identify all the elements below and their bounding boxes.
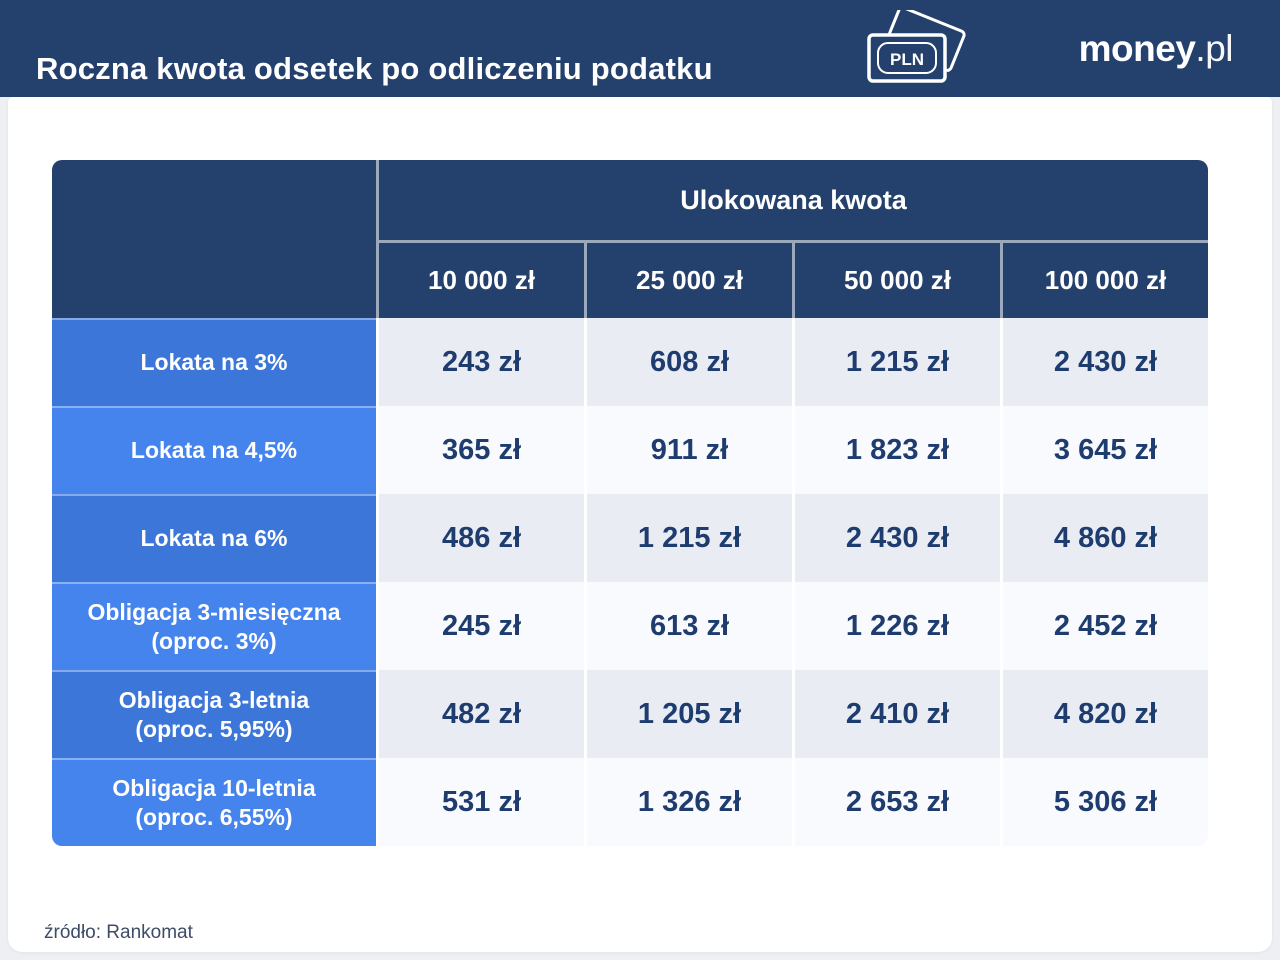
value-cell: 531 zł — [376, 758, 584, 846]
table-row: Lokata na 6% 486 zł 1 215 zł 2 430 zł 4 … — [52, 494, 1208, 582]
value-cell: 3 645 zł — [1000, 406, 1208, 494]
row-label-cell: Obligacja 10-letnia (oproc. 6,55%) — [52, 758, 376, 846]
row-label-cell: Lokata na 6% — [52, 494, 376, 582]
row-label-cell: Lokata na 4,5% — [52, 406, 376, 494]
row-sublabel: (oproc. 5,95%) — [135, 716, 293, 742]
row-sublabel: (oproc. 6,55%) — [135, 804, 293, 830]
row-label-cell: Lokata na 3% — [52, 318, 376, 406]
column-header: 100 000 zł — [1000, 240, 1208, 318]
value-cell: 2 430 zł — [1000, 318, 1208, 406]
value-cell: 1 326 zł — [584, 758, 792, 846]
column-header: 25 000 zł — [584, 240, 792, 318]
group-header: Ulokowana kwota — [376, 160, 1208, 240]
value-cell: 608 zł — [584, 318, 792, 406]
value-cell: 2 410 zł — [792, 670, 1000, 758]
table-corner-cell — [52, 160, 376, 318]
row-label-cell: Obligacja 3-miesięczna (oproc. 3%) — [52, 582, 376, 670]
value-cell: 911 zł — [584, 406, 792, 494]
content-card: Ulokowana kwota 10 000 zł 25 000 zł 50 0… — [8, 97, 1272, 952]
interest-table-wrapper: Ulokowana kwota 10 000 zł 25 000 zł 50 0… — [52, 160, 1208, 846]
value-cell: 4 820 zł — [1000, 670, 1208, 758]
row-label: Obligacja 3-letnia — [118, 686, 310, 713]
pln-icon-label: PLN — [890, 50, 924, 69]
row-label: Lokata na 6% — [140, 525, 288, 552]
value-cell: 1 215 zł — [584, 494, 792, 582]
value-cell: 2 430 zł — [792, 494, 1000, 582]
interest-table: Ulokowana kwota 10 000 zł 25 000 zł 50 0… — [52, 160, 1208, 846]
value-cell: 243 zł — [376, 318, 584, 406]
column-header: 10 000 zł — [376, 240, 584, 318]
row-label: Lokata na 3% — [140, 349, 288, 376]
value-cell: 4 860 zł — [1000, 494, 1208, 582]
row-label: Obligacja 10-letnia — [112, 774, 316, 801]
pln-banknotes-icon: PLN — [866, 6, 968, 90]
value-cell: 365 zł — [376, 406, 584, 494]
moneypl-logo: money .pl — [1078, 0, 1234, 97]
table-row: Obligacja 3-letnia (oproc. 5,95%) 482 zł… — [52, 670, 1208, 758]
row-sublabel: (oproc. 3%) — [151, 628, 277, 654]
column-header: 50 000 zł — [792, 240, 1000, 318]
value-cell: 1 823 zł — [792, 406, 1000, 494]
logo-text-bold: money — [1078, 28, 1196, 69]
value-cell: 2 653 zł — [792, 758, 1000, 846]
page-title: Roczna kwota odsetek po odliczeniu podat… — [36, 51, 713, 87]
value-cell: 5 306 zł — [1000, 758, 1208, 846]
table-row: Obligacja 3-miesięczna (oproc. 3%) 245 z… — [52, 582, 1208, 670]
logo-text-light: .pl — [1195, 28, 1233, 69]
table-row: Lokata na 4,5% 365 zł 911 zł 1 823 zł 3 … — [52, 406, 1208, 494]
value-cell: 245 zł — [376, 582, 584, 670]
source-note: źródło: Rankomat — [44, 922, 193, 943]
top-banner: Roczna kwota odsetek po odliczeniu podat… — [0, 0, 1280, 97]
table-row: Obligacja 10-letnia (oproc. 6,55%) 531 z… — [52, 758, 1208, 846]
value-cell: 482 zł — [376, 670, 584, 758]
row-label: Obligacja 3-miesięczna — [87, 598, 341, 625]
row-label: Lokata na 4,5% — [130, 437, 298, 464]
table-row: Lokata na 3% 243 zł 608 zł 1 215 zł 2 43… — [52, 318, 1208, 406]
value-cell: 1 205 zł — [584, 670, 792, 758]
value-cell: 2 452 zł — [1000, 582, 1208, 670]
value-cell: 613 zł — [584, 582, 792, 670]
row-label-cell: Obligacja 3-letnia (oproc. 5,95%) — [52, 670, 376, 758]
value-cell: 1 226 zł — [792, 582, 1000, 670]
value-cell: 486 zł — [376, 494, 584, 582]
value-cell: 1 215 zł — [792, 318, 1000, 406]
